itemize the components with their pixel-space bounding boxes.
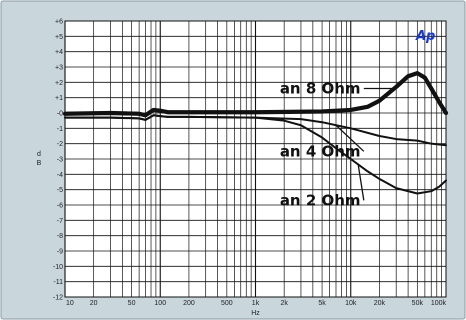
- y-tick-label: -1: [57, 126, 63, 133]
- y-tick-label: +5: [55, 34, 63, 41]
- y-tick-label: -6: [57, 203, 63, 210]
- annotation-leader-line: [357, 165, 365, 201]
- ap-logo: Ap: [415, 29, 435, 44]
- y-tick-label: -5: [57, 187, 63, 194]
- x-axis-ticks: 10 20 50 100 200 500 1k 2k 5k 10k 20k 50k 100k: [66, 300, 446, 307]
- x-tick-label: 20: [90, 300, 98, 307]
- y-tick-label: +3: [55, 65, 63, 72]
- x-tick-label: 2k: [280, 300, 288, 307]
- x-axis-label: Hz: [251, 310, 260, 317]
- y-tick-label: -9: [57, 249, 63, 256]
- y-tick-label: +2: [55, 80, 63, 87]
- x-tick-label: 50: [128, 300, 136, 307]
- x-tick-label: 10: [66, 300, 74, 307]
- y-tick-label: +6: [55, 19, 63, 26]
- annotations: an 8 Ohm an 4 Ohm an 2 Ohm: [280, 79, 361, 209]
- series-line-1: [62, 71, 449, 118]
- ap-logo-text: Ap: [415, 29, 435, 44]
- y-tick-label: -11: [53, 279, 63, 286]
- plot-border: [64, 20, 447, 298]
- x-tick-label: 100k: [431, 300, 447, 307]
- x-tick-label: 1k: [252, 300, 260, 307]
- y-tick-label: -7: [57, 218, 63, 225]
- y-tick-label: -10: [53, 264, 63, 271]
- x-tick-label: 100: [154, 300, 166, 307]
- y-tick-label: -2: [57, 141, 63, 148]
- x-tick-label: 200: [183, 300, 195, 307]
- y-tick-label: -8: [57, 233, 63, 240]
- y-tick-label: +1: [55, 95, 63, 102]
- annotation-label: an 4 Ohm: [280, 142, 361, 160]
- y-tick-label: -0: [57, 111, 63, 118]
- curves: [62, 71, 449, 195]
- annotation-label: an 8 Ohm: [280, 79, 361, 97]
- x-tick-label: 50k: [412, 300, 424, 307]
- x-tick-label: 5k: [318, 300, 326, 307]
- annotation-label: an 2 Ohm: [280, 191, 361, 209]
- series-line-3: [64, 114, 447, 195]
- y-tick-label: -12: [53, 295, 63, 302]
- y-axis-ticks: +6 +5 +4 +3 +2 +1 -0 -1 -2 -3 -4 -5 -6 -7 -8 -9 -10 -11 -1…: [53, 19, 63, 302]
- x-tick-label: 10k: [345, 300, 357, 307]
- y-tick-label: +4: [55, 49, 63, 56]
- annotation-leader-line: [335, 124, 365, 152]
- annotation-leaders: [335, 87, 394, 201]
- x-tick-label: 500: [221, 300, 233, 307]
- y-tick-label: -4: [57, 172, 63, 179]
- x-tick-label: 20k: [374, 300, 386, 307]
- y-tick-label: -3: [57, 157, 63, 164]
